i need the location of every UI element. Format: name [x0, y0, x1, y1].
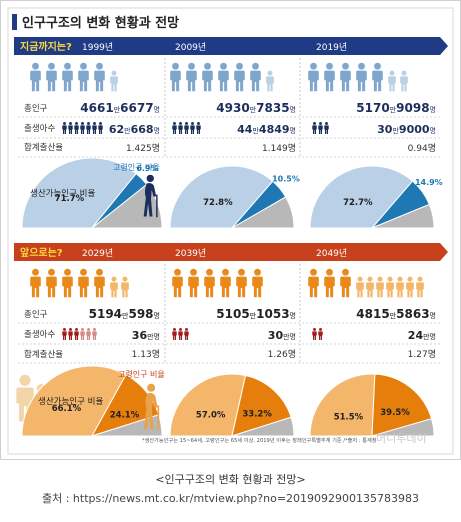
source-link[interactable]: 출처 : https://news.mt.co.kr/mtview.php?no…	[41, 492, 420, 505]
pie-label-working-2019: 72.7%	[343, 198, 373, 208]
past-year-2009: 2009년	[175, 42, 206, 53]
pie-slice-rest-2009	[230, 196, 295, 229]
past-pies: 71.7% 6.9% 72.8% 10.5% 72.7% 14.9%	[21, 157, 443, 229]
pop-value-2049: 4815만5863명	[356, 307, 436, 321]
births-value-2049: 24만명	[408, 329, 436, 342]
future-label: 앞으로는?	[20, 247, 63, 259]
pie-slice-elderly-2049	[371, 373, 433, 437]
future-elderly-label: 고령인구 비율	[118, 369, 165, 379]
births-value-2019: 30만9000명	[377, 123, 436, 136]
label-births-future: 출생아수	[24, 329, 55, 340]
page-title: 인구구조의 변화 현황과 전망	[22, 15, 179, 31]
pie-slice-rest-2039	[231, 416, 295, 437]
label-births: 출생아수	[24, 123, 55, 134]
future-year-2039: 2039년	[175, 248, 206, 259]
pie-label-working-2029: 66.1%	[52, 404, 82, 414]
tfr-value-1999: 1.425명	[126, 143, 160, 154]
tfr-value-2049: 1.27명	[408, 349, 436, 360]
pie-label-working-2009: 72.8%	[203, 198, 233, 208]
pie-label-elderly-2009: 10.5%	[272, 174, 300, 183]
pie-label-elderly-2019: 14.9%	[415, 178, 443, 187]
pie-label-working-1999: 71.7%	[55, 194, 85, 204]
pie-slice-working-2009	[169, 165, 274, 229]
watermark: 머니투데이	[376, 432, 427, 445]
pop-value-2009: 4930만7835명	[216, 101, 296, 115]
pie-label-elderly-1999: 6.9%	[136, 164, 158, 173]
births-value-1999: 62만668명	[109, 123, 160, 136]
future-year-2049: 2049년	[316, 248, 347, 259]
figure-caption: <인구구조의 변화 현황과 전망>	[155, 473, 306, 486]
pie-slice-working-2039	[169, 373, 247, 437]
pie-label-elderly-2029: 24.1%	[110, 410, 140, 420]
pie-label-elderly-2049: 39.5%	[380, 408, 410, 418]
past-elderly-label: 고령인구 비율	[113, 162, 160, 172]
future-year-2029: 2029년	[82, 248, 113, 259]
pie-slice-working-1999	[21, 157, 137, 229]
label-tfr-future: 합계출산율	[24, 349, 63, 360]
pie-slice-working-2029	[21, 365, 127, 437]
label-total-pop-future: 총인구	[24, 309, 48, 320]
pie-label-elderly-2039: 33.2%	[242, 410, 272, 420]
past-working-label: 생산가능인구 비율	[30, 188, 95, 199]
future-working-label: 생산가능인구 비율	[38, 396, 103, 407]
past-year-1999: 1999년	[82, 42, 113, 53]
future-pies: 66.1% 24.1% 57.0% 33.2% 51.5% 39.5%	[21, 365, 435, 437]
past-year-2019: 2019년	[316, 42, 347, 53]
past-section: 지금까지는? 1999년 2009년 2019년	[14, 37, 448, 229]
tfr-value-2019: 0.94명	[408, 143, 436, 154]
tfr-value-2009: 1.149명	[262, 143, 296, 154]
births-value-2009: 44만4849명	[237, 123, 296, 136]
label-total-pop: 총인구	[24, 103, 48, 114]
label-tfr: 합계출산율	[24, 142, 63, 153]
pie-label-working-2049: 51.5%	[334, 412, 364, 422]
future-section: 앞으로는? 2029년 2039년 2049년	[14, 243, 448, 445]
pop-value-2029: 5194만598명	[89, 307, 160, 321]
past-label: 지금까지는?	[20, 40, 72, 53]
pop-value-2019: 5170만9098명	[356, 101, 436, 115]
tfr-value-2039: 1.26명	[268, 349, 296, 360]
pop-value-2039: 5105만1053명	[216, 307, 296, 321]
pie-slice-working-2019	[309, 165, 414, 229]
tfr-value-2029: 1.13명	[132, 349, 160, 360]
pie-slice-elderly-2039	[231, 374, 292, 437]
pie-slice-rest-2049	[371, 418, 435, 437]
births-value-2029: 36만명	[132, 329, 160, 342]
pie-slice-working-2049	[309, 373, 376, 437]
infographic: 인구구조의 변화 현황과 전망 지금까지는? 1999년 2009년 2019년	[0, 0, 461, 460]
births-value-2039: 30만명	[268, 329, 296, 342]
pop-value-1999: 4661만6677명	[80, 101, 160, 115]
pie-label-working-2039: 57.0%	[196, 410, 226, 420]
footnote: *생산가능인구는 15~64세, 고령인구는 65세 이상. 2019년 이후는…	[142, 436, 377, 444]
pie-slice-rest-2019	[371, 203, 435, 229]
